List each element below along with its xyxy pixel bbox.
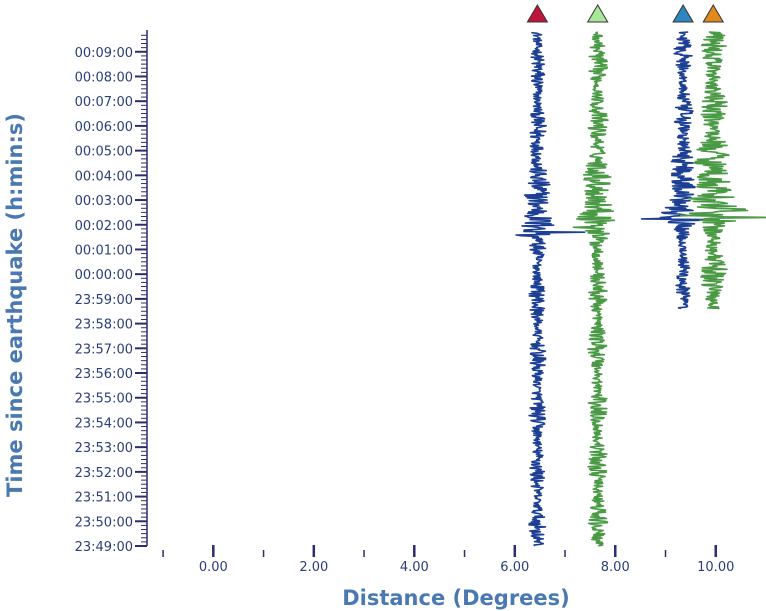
y-tick-label: 00:06:00 [75,120,133,135]
seismic-trace [640,31,708,310]
y-tick-label: 23:50:00 [75,515,133,530]
y-tick-label: 00:09:00 [75,46,133,61]
y-tick-label: 23:52:00 [75,466,133,481]
y-axis: 00:09:00 00:08:00 00:07:00 00:06:00 00:05:00… [75,30,148,555]
station-triangle-marker[interactable] [526,4,549,23]
y-tick-label: 00:00:00 [75,268,133,283]
y-tick-label: 00:05:00 [75,145,133,160]
y-tick-label: 00:01:00 [75,243,133,258]
y-tick-label: 23:51:00 [75,491,133,506]
x-axis-title: Distance (Degrees) [342,586,570,610]
seismic-traces [515,31,766,547]
station-markers [526,4,725,23]
y-tick-label: 00:02:00 [75,219,133,234]
y-tick-label: 00:04:00 [75,169,133,184]
x-axis: 0.00 2.00 4.00 6.00 8.00 10.00 [162,545,734,575]
y-axis-title: Time since earthquake (h:min:s) [3,113,27,497]
seismic-trace [515,31,586,547]
y-tick-label: 23:55:00 [75,392,133,407]
x-tick-label: 10.00 [697,560,734,575]
y-tick-label: 23:53:00 [75,441,133,456]
station-triangle-marker[interactable] [586,4,609,23]
y-tick-label: 23:58:00 [75,318,133,333]
station-triangle-marker[interactable] [702,4,725,23]
y-tick-label: 23:56:00 [75,367,133,382]
y-tick-label: 00:03:00 [75,194,133,209]
x-tick-label: 2.00 [299,560,328,575]
y-tick-label: 23:49:00 [75,540,133,555]
y-tick-label: 23:57:00 [75,342,133,357]
seismic-trace [679,31,766,310]
x-tick-label: 4.00 [400,560,429,575]
y-tick-label: 23:59:00 [75,293,133,308]
y-tick-label: 23:54:00 [75,416,133,431]
station-triangle-marker[interactable] [672,4,694,23]
x-tick-label: 6.00 [500,560,529,575]
seismic-trace [572,31,616,547]
y-tick-label: 00:08:00 [75,70,133,85]
x-tick-label: 8.00 [601,560,630,575]
y-tick-label: 00:07:00 [75,95,133,110]
x-tick-label: 0.00 [199,560,228,575]
